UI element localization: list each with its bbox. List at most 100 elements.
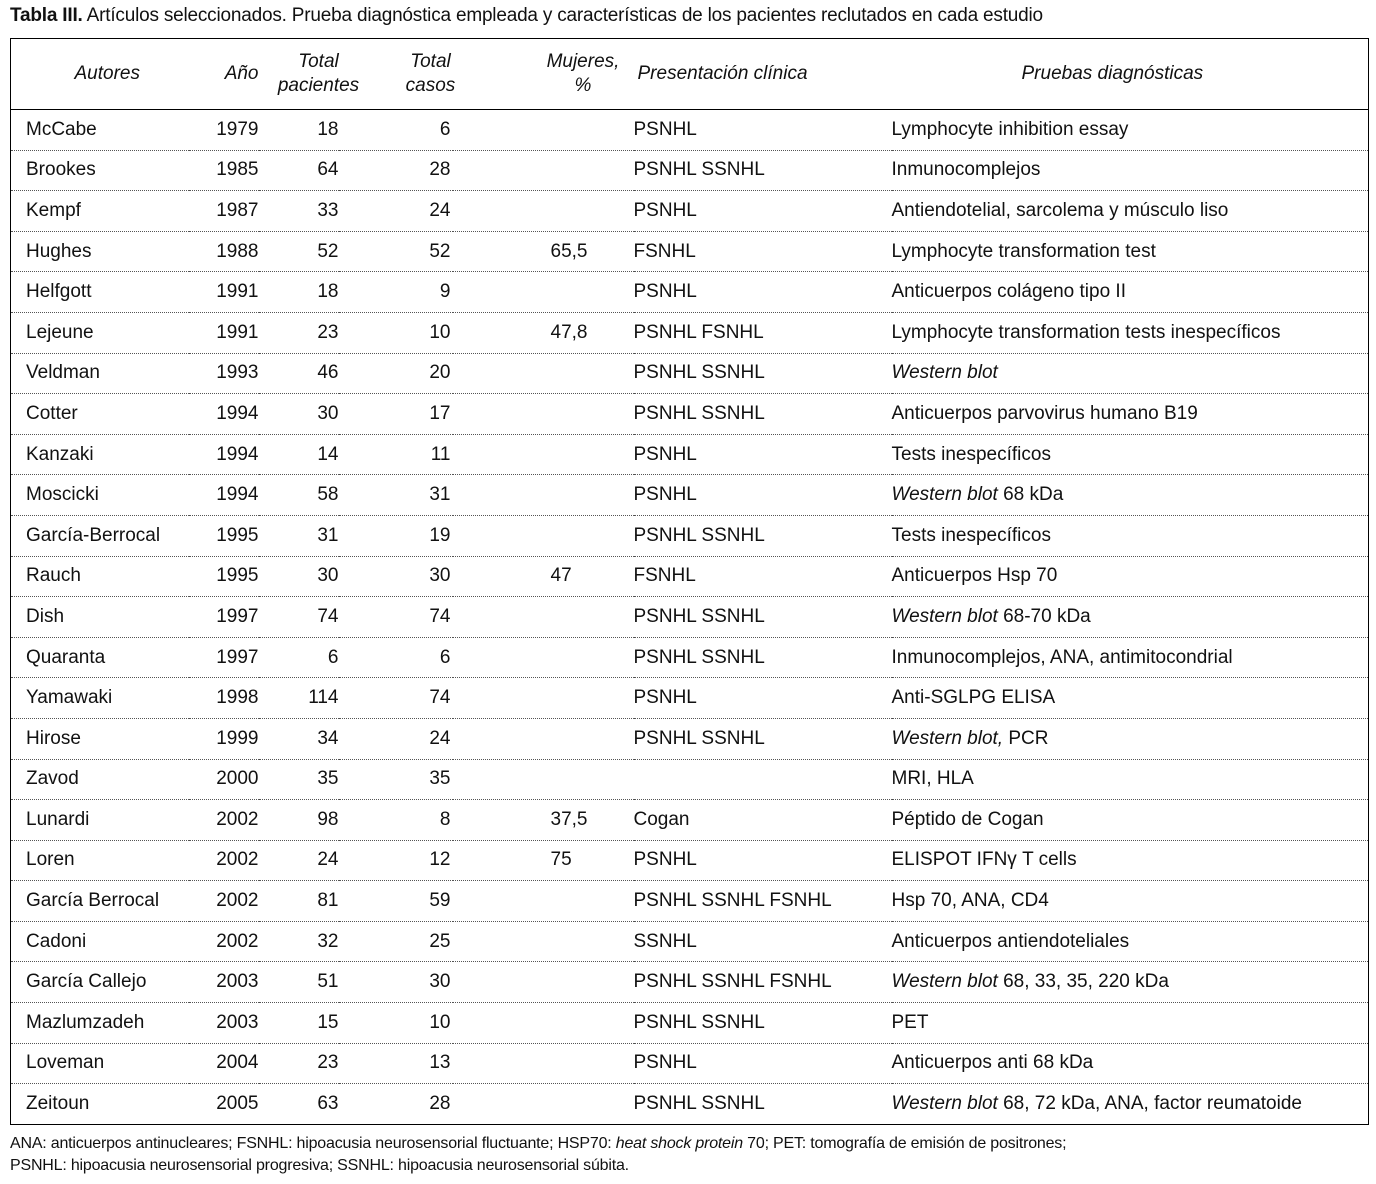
cell-pruebas-text: Anticuerpos parvovirus humano B19 (891, 402, 1198, 424)
cell-pruebas: Tests inespecíficos (891, 515, 1369, 557)
cell-total-casos: 74 (338, 677, 453, 719)
cell-pruebas-text: Anticuerpos anti 68 kDa (891, 1052, 1094, 1074)
cell-presentacion: PSNHL SSNHL (633, 1002, 892, 1044)
cell-anio: 1987 (188, 190, 259, 232)
table-row: Cotter 1994 30 17 PSNHL SSNHL Anticuerpos par… (10, 393, 1369, 435)
cell-mujeres: 47 (452, 556, 634, 598)
cell-pruebas: Anticuerpos parvovirus humano B19 (891, 393, 1369, 435)
cell-total-casos: 8 (338, 799, 453, 841)
cell-mujeres: 37,5 (452, 799, 634, 841)
cell-pruebas-italic: Western blot (891, 484, 998, 506)
cell-pruebas: Western blot, PCR (891, 718, 1369, 760)
cell-total-pacientes: 15 (258, 1002, 339, 1044)
cell-pruebas-text: Anticuerpos Hsp 70 (891, 565, 1058, 587)
cell-autor: Zeitoun (26, 1093, 90, 1115)
cell-mujeres (452, 1043, 634, 1085)
cell-autor: Hughes (10, 231, 189, 273)
cell-pruebas: Anti-SGLPG ELISA (891, 677, 1369, 719)
cell-total-casos: 24 (338, 190, 453, 232)
cell-pruebas-italic: Western blot (891, 1093, 998, 1115)
cell-pruebas-text: Tests inespecíficos (891, 524, 1051, 546)
table-row: Lunardi 2002 98 8 37,5 Cogan Péptido de Cogan (10, 799, 1369, 841)
cell-pruebas: Lymphocyte transformation tests inespecí… (891, 312, 1369, 354)
cell-total-pacientes: 74 (258, 596, 339, 638)
cell-total-casos: 52 (338, 231, 453, 273)
cell-anio: 1993 (188, 353, 259, 395)
cell-anio: 1988 (188, 231, 259, 273)
cell-mujeres (452, 109, 634, 151)
cell-autor: García-Berrocal (10, 515, 189, 557)
table-row: Hughes 1988 52 52 65,5 FSNHL Lymphocyte transf… (10, 231, 1369, 273)
cell-presentacion: PSNHL SSNHL FSNHL (633, 880, 892, 922)
cell-pruebas: Antiendotelial, sarcolema y músculo liso (891, 190, 1369, 232)
cell-autor: Loren (10, 840, 189, 882)
cell-pruebas-italic: Western blot (891, 362, 998, 384)
cell-anio: 2002 (188, 840, 259, 882)
cell-total-casos: 9 (338, 271, 453, 313)
cell-mujeres (452, 677, 634, 719)
table-row: García-Berrocal 1995 31 19 PSNHL SSNHL Tests … (10, 515, 1369, 557)
table-row: García Callejo 2003 51 30 PSNHL SSNHL FSNHL W… (10, 961, 1369, 1004)
cell-mujeres (452, 515, 634, 557)
footnote: ANA: anticuerpos antinucleares; FSNHL: h… (10, 1133, 1067, 1177)
cell-anio: 1999 (188, 718, 259, 760)
cell-autor: Quaranta (10, 637, 189, 679)
cell-total-casos: 6 (338, 637, 453, 679)
cell-pruebas-italic: Western blot (891, 605, 998, 627)
cell-pruebas: Western blot 68, 33, 35, 220 kDa (891, 961, 1369, 1004)
cell-autor: Zavod (10, 759, 189, 801)
cell-total-casos: 30 (338, 556, 453, 598)
cell-presentacion: PSNHL SSNHL (633, 353, 892, 395)
cell-presentacion: FSNHL (633, 556, 892, 598)
cell-pruebas: Western blot (891, 353, 1369, 395)
cell-total-casos: 19 (338, 515, 453, 557)
header-row: Autores Año Total pacientes Total casos Mu… (10, 38, 1369, 110)
cell-presentacion: PSNHL SSNHL (633, 718, 892, 760)
cell-pruebas-text: PET (891, 1011, 929, 1033)
cell-anio: 1979 (188, 109, 259, 151)
caption-label: Tabla III. (10, 5, 83, 26)
table-row: Helfgott 1991 18 9 PSNHL Anticuerpos colágeno… (10, 271, 1369, 313)
cell-pruebas: Hsp 70, ANA, CD4 (891, 880, 1369, 922)
footnote-line2: PSNHL: hipoacusia neurosensorial progres… (10, 1157, 629, 1174)
cell-autor: Veldman (10, 353, 189, 395)
cell-presentacion: Cogan (633, 799, 892, 841)
table-row: McCabe 1979 18 6 PSNHL Lymphocyte inhibition … (10, 109, 1369, 151)
cell-mujeres: 65,5 (452, 231, 634, 273)
table-row: Lejeune 1991 23 10 47,8 PSNHL FSNHL Lymphocyte… (10, 312, 1369, 354)
cell-mujeres: 47,8 (452, 312, 634, 354)
cell-presentacion: PSNHL FSNHL (633, 312, 892, 354)
cell-autor: Kempf (10, 190, 189, 232)
cell-anio: 1985 (188, 150, 259, 192)
cell-total-casos: 31 (338, 474, 453, 516)
cell-mujeres (452, 474, 634, 516)
cell-mujeres (452, 1002, 634, 1044)
cell-mujeres (452, 637, 634, 679)
cell-pruebas: Lymphocyte inhibition essay (891, 109, 1369, 151)
cell-total-pacientes: 30 (258, 393, 339, 435)
cell-mujeres (452, 921, 634, 963)
cell-pruebas-text: PCR (1003, 727, 1049, 749)
footnote-part3: 70; PET: tomografía de emisión de positr… (742, 1135, 1067, 1152)
cell-presentacion: PSNHL (633, 434, 892, 476)
cell-presentacion: FSNHL (633, 231, 892, 273)
cell-autor: Brookes (10, 150, 189, 192)
header-total-casos-line1: Total (410, 51, 451, 72)
cell-total-pacientes: 63 (317, 1093, 339, 1115)
cell-presentacion: PSNHL SSNHL (633, 515, 892, 557)
table-row: Quaranta 1997 6 6 PSNHL SSNHL Inmunocomplejos… (10, 637, 1369, 679)
header-presentacion: Presentación clínica (633, 38, 892, 110)
cell-total-pacientes: 98 (258, 799, 339, 841)
cell-presentacion: PSNHL SSNHL FSNHL (633, 961, 892, 1004)
cell-pruebas: PET (891, 1002, 1369, 1044)
cell-total-casos: 28 (338, 150, 453, 192)
cell-pruebas-text: Inmunocomplejos, ANA, antimitocondrial (891, 646, 1233, 668)
cell-pruebas: Anticuerpos colágeno tipo II (891, 271, 1369, 313)
header-mujeres-line1: Mujeres, (546, 51, 620, 72)
cell-autor: Dish (10, 596, 189, 638)
cell-presentacion (633, 759, 892, 801)
cell-total-pacientes: 51 (258, 961, 339, 1004)
table-row: Hirose 1999 34 24 PSNHL SSNHL Western blot, P… (10, 718, 1369, 760)
cell-anio: 2000 (188, 759, 259, 801)
cell-pruebas-text: Antiendotelial, sarcolema y músculo liso (891, 199, 1229, 221)
